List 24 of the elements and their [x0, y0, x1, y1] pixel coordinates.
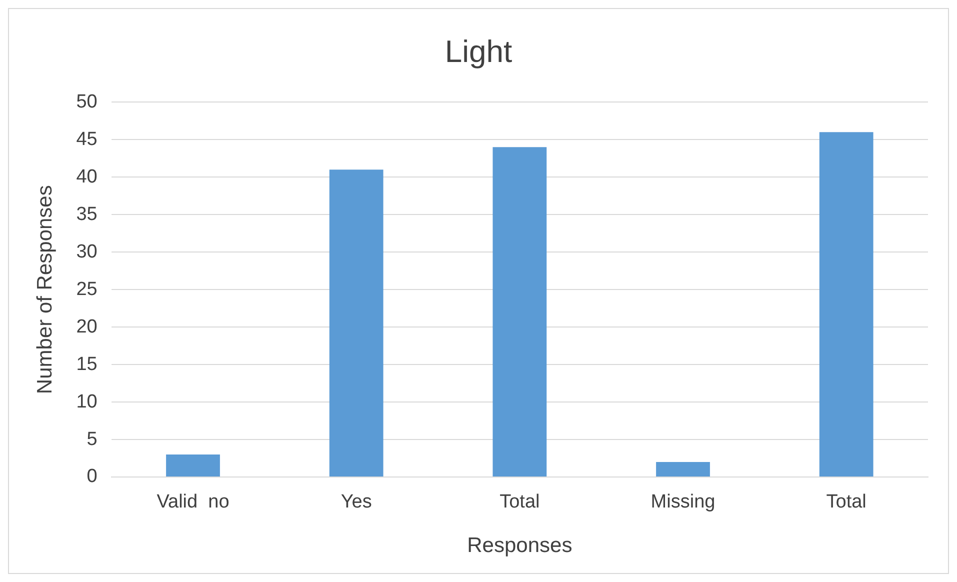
y-tick-label: 50	[76, 91, 98, 112]
y-tick-label: 45	[76, 128, 98, 150]
x-tick-label: Valid no	[156, 492, 230, 513]
y-tick-label: 5	[86, 428, 98, 450]
y-tick-label: 25	[76, 278, 98, 300]
y-axis-title: Number of Responses	[33, 185, 56, 394]
y-tick-label: 35	[76, 204, 98, 225]
bar	[492, 147, 547, 476]
bar	[166, 454, 220, 476]
x-tick-label: Total	[500, 492, 540, 513]
y-tick-label: 15	[76, 354, 98, 375]
y-tick-label: 20	[76, 316, 98, 338]
x-axis-title: Responses	[467, 534, 572, 558]
bar	[656, 462, 710, 476]
y-tick-label: 10	[76, 391, 98, 412]
y-tick-label: 30	[76, 241, 98, 262]
bar	[329, 170, 384, 476]
y-tick-label: 0	[86, 466, 98, 488]
x-tick-label: Missing	[650, 492, 716, 513]
y-tick-label: 40	[76, 166, 98, 188]
chart-title: Light	[444, 34, 512, 70]
x-tick-label: Total	[826, 492, 866, 513]
x-tick-label: Yes	[340, 492, 372, 513]
bar	[819, 132, 874, 476]
